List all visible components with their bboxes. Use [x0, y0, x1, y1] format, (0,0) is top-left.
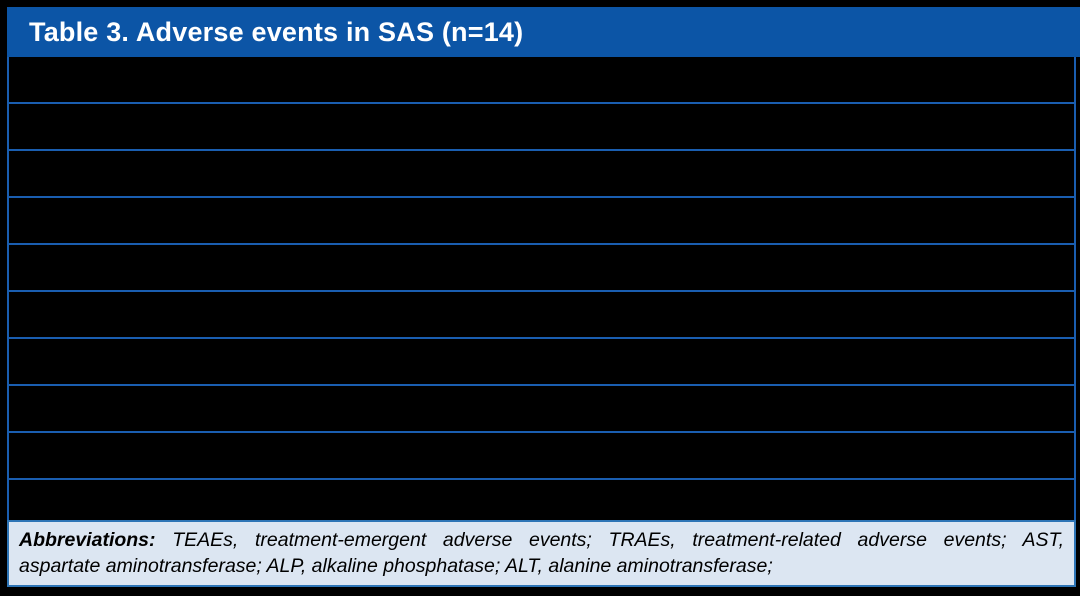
table-row	[9, 339, 1074, 386]
table-row	[9, 198, 1074, 245]
table-row	[9, 151, 1074, 198]
footnote-line-2: aspartate aminotransferase; ALP, alkalin…	[19, 555, 773, 577]
footnote-line-1-text: TEAEs, treatment-emergent adverse events…	[172, 529, 1064, 551]
table-row	[9, 104, 1074, 151]
table-row	[9, 245, 1074, 292]
abbreviations-label: Abbreviations:	[19, 529, 156, 551]
table-title-bar: Table 3. Adverse events in SAS (n=14)	[7, 7, 1080, 57]
table-title: Table 3. Adverse events in SAS (n=14)	[29, 16, 524, 47]
table-body	[7, 57, 1076, 520]
table-row	[9, 386, 1074, 433]
table-row	[9, 480, 1074, 520]
table-row	[9, 433, 1074, 480]
table-row	[9, 292, 1074, 339]
table-row	[9, 57, 1074, 104]
footnote-line-1: Abbreviations: TEAEs, treatment-emergent…	[19, 527, 1064, 553]
abbreviations-footnote: Abbreviations: TEAEs, treatment-emergent…	[7, 520, 1076, 587]
